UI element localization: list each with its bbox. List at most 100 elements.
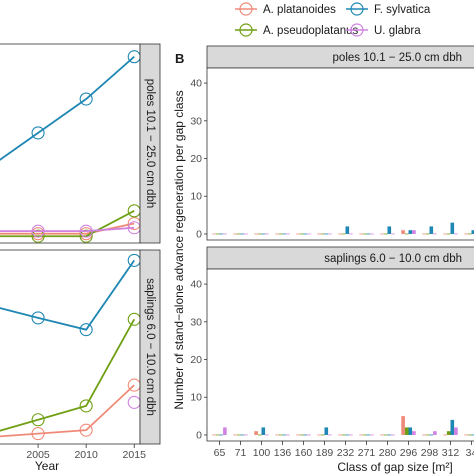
bar [429, 226, 434, 234]
legend-label: U. glabra [374, 25, 421, 37]
x-tick-label: 160 [295, 447, 313, 459]
data-point [79, 92, 93, 106]
bar [240, 233, 245, 235]
panel-a-line-chart: poles 10.1 − 25.0 cm dbh saplings 6.0 − 1… [0, 43, 161, 473]
x-tick-label: 280 [379, 447, 397, 459]
series-line [0, 259, 135, 331]
panel-letter: B [175, 51, 184, 66]
bar [275, 233, 279, 235]
x-tick-label: 189 [316, 447, 334, 459]
bar [236, 233, 241, 235]
bar [212, 434, 216, 436]
bar [303, 233, 308, 235]
legend-label: A. pseudoplatanus [263, 25, 359, 37]
legend-item: A. pseudoplatanus [235, 23, 359, 37]
line-facet: saplings 6.0 − 10.0 cm dbh [0, 249, 161, 445]
bar [324, 427, 329, 435]
facet-strip [139, 43, 161, 244]
bar [422, 233, 426, 235]
bar [412, 431, 416, 435]
data-point [31, 126, 45, 140]
bar [236, 434, 241, 436]
bar [446, 431, 451, 435]
x-axis-title: Class of gap size [m²] [337, 460, 452, 474]
x-tick-label: 312 [442, 447, 460, 459]
bar-series [212, 416, 468, 436]
bar [433, 233, 437, 235]
bar [345, 226, 350, 234]
bar [317, 233, 321, 235]
data-point [79, 323, 93, 337]
bar [254, 431, 258, 435]
data-point [79, 399, 93, 413]
bar [443, 434, 447, 436]
bar [454, 233, 458, 235]
series-line [0, 226, 135, 233]
x-tick-label: 136 [274, 447, 292, 459]
legend-key-marker [350, 23, 364, 37]
bar [349, 233, 353, 235]
bar [341, 434, 346, 436]
y-tick-label: 0 [196, 228, 202, 240]
bar [219, 434, 224, 436]
bar [391, 434, 395, 436]
data-point [31, 224, 45, 238]
series-line [0, 56, 135, 161]
plot-panel [0, 249, 141, 445]
bar [383, 233, 388, 235]
legend-key-marker [350, 2, 364, 16]
bar [408, 230, 413, 234]
bar [425, 434, 430, 436]
legend-key-marker [239, 2, 253, 16]
legend-label: F. sylvatica [374, 4, 431, 16]
bar [422, 434, 426, 436]
bar [387, 434, 392, 436]
bar [278, 434, 283, 436]
bar [320, 233, 325, 235]
facet-strip-label: poles 10.1 − 25.0 cm dbh [333, 52, 462, 64]
legend: A. platanoides F. sylvatica A. pseudoplata… [235, 2, 431, 37]
bar-facet: poles 10.1 − 25.0 cm dbh 0 10 20 30 40 [190, 45, 474, 240]
bar-series [223, 427, 458, 436]
bar [254, 233, 258, 235]
bar [391, 233, 395, 235]
bar [425, 233, 430, 235]
x-tick-label: 100 [253, 447, 271, 459]
bar [380, 434, 384, 436]
legend-key-marker [239, 23, 253, 37]
bar [320, 434, 325, 436]
bar [265, 233, 269, 235]
x-tick-label: 2005 [26, 449, 50, 461]
bar [464, 233, 468, 235]
y-tick-label: 30 [190, 115, 202, 127]
line-facet: poles 10.1 − 25.0 cm dbh [0, 43, 161, 244]
bar [408, 427, 413, 435]
bar [471, 434, 474, 436]
x-axis-title: Year [35, 459, 59, 473]
bar [223, 427, 227, 435]
y-tick-label: 20 [190, 354, 202, 366]
bar-series [215, 233, 472, 235]
bar [219, 233, 224, 235]
bar [215, 233, 220, 235]
bar [257, 233, 262, 235]
bar [454, 427, 458, 435]
bar [296, 233, 300, 235]
bar [317, 434, 321, 436]
bar [261, 427, 266, 435]
bar [338, 233, 342, 235]
bar [349, 434, 353, 436]
y-tick-label: 40 [190, 279, 202, 291]
bar [299, 434, 304, 436]
x-tick-label: 298 [421, 447, 439, 459]
bar-series [215, 427, 472, 436]
series-line [0, 318, 136, 432]
bar [299, 233, 304, 235]
bar [366, 434, 371, 436]
bar [286, 434, 290, 436]
bar [244, 434, 248, 436]
x-tick-label: 71 [235, 447, 247, 459]
facet-strip-label: saplings 6.0 − 10.0 cm dbh [324, 253, 462, 265]
bar [383, 434, 388, 436]
